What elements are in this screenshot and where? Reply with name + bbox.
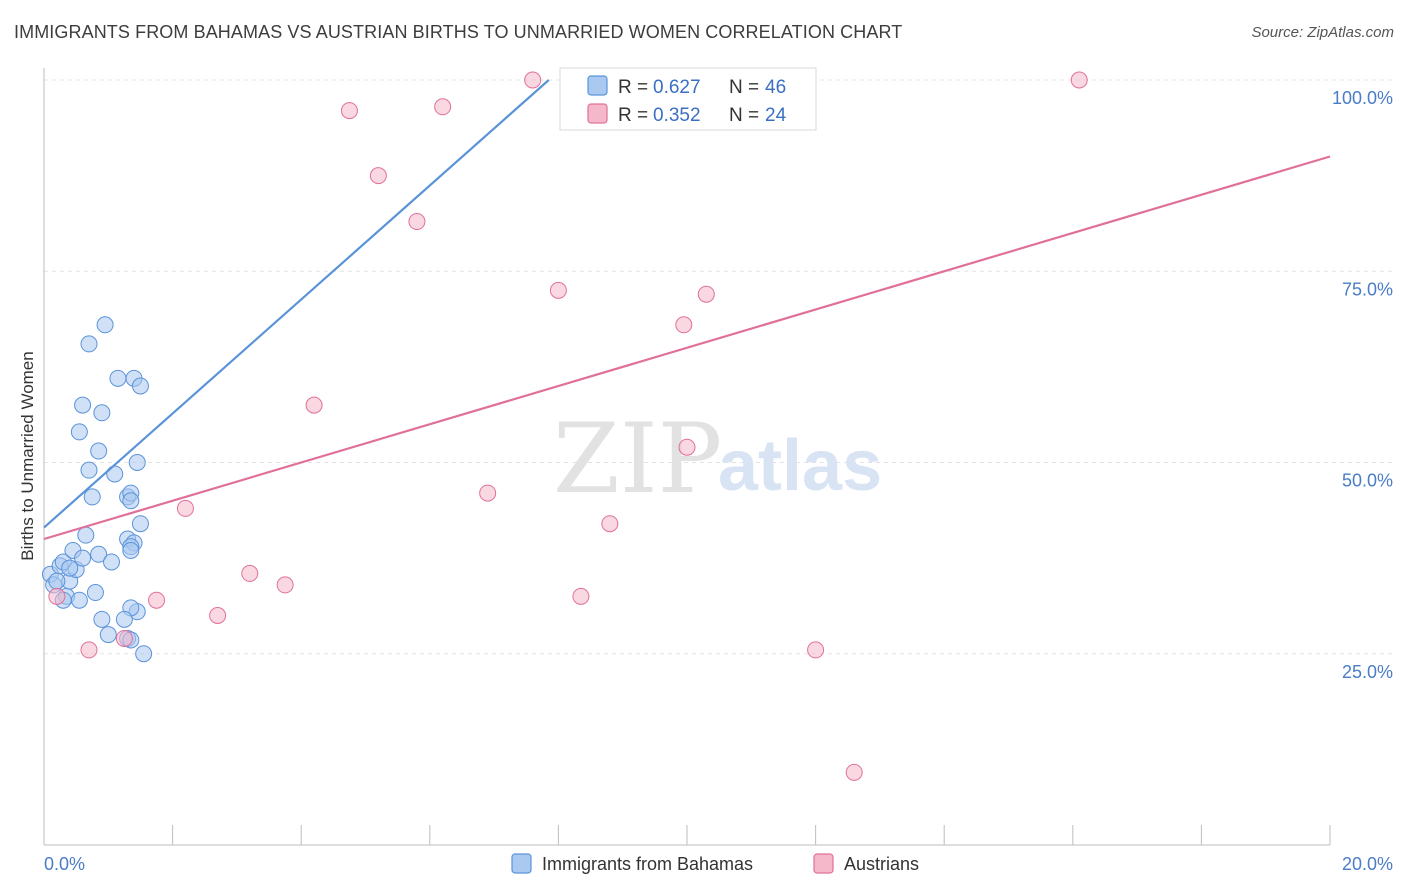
point-austrians-22 (1070, 71, 1088, 89)
point-bahamas-29 (131, 377, 149, 395)
watermark-atlas: atlas (718, 426, 882, 506)
point-bahamas-34 (131, 515, 149, 533)
source-label: Source: ZipAtlas.com (1251, 24, 1394, 41)
point-bahamas-41 (86, 584, 104, 602)
y-axis-label: Births to Unmarried Women (18, 351, 37, 560)
x-tick-label-1: 20.0% (1342, 854, 1393, 874)
watermark: ZIP atlas (553, 403, 882, 515)
legend-r-value-1: 0.627 (653, 77, 701, 98)
trend-lines (43, 79, 1331, 541)
bottom-legend-swatch-austrians (813, 853, 834, 874)
point-bahamas-38 (115, 610, 133, 628)
point-austrians-18 (675, 316, 693, 334)
bottom-legend-label-bahamas: Immigrants from Bahamas (542, 854, 753, 874)
point-bahamas-15 (93, 404, 111, 422)
point-bahamas-12 (80, 335, 98, 353)
point-bahamas-10 (74, 396, 92, 414)
chart-title: IMMIGRANTS FROM BAHAMAS VS AUSTRIAN BIRT… (14, 22, 903, 42)
point-austrians-7 (276, 576, 294, 594)
point-austrians-21 (845, 763, 863, 781)
point-bahamas-19 (83, 488, 101, 506)
x-axis-ticks (172, 825, 1331, 845)
point-austrians-23 (678, 438, 696, 456)
point-austrians-13 (479, 484, 497, 502)
point-bahamas-24 (103, 553, 121, 571)
y-tick-label-2: 75.0% (1342, 279, 1393, 299)
bottom-legend-swatch-bahamas (511, 853, 532, 874)
point-bahamas-28 (128, 454, 146, 471)
bottom-legend-label-austrians: Austrians (844, 854, 919, 874)
point-bahamas-43 (48, 572, 66, 590)
point-bahamas-8 (61, 559, 79, 577)
point-austrians-2 (115, 629, 133, 647)
point-austrians-12 (434, 98, 452, 116)
legend-r-label-2: R = (618, 105, 648, 126)
legend-r-value-2: 0.352 (653, 105, 701, 126)
point-bahamas-42 (70, 591, 88, 609)
y-tick-label-1: 50.0% (1342, 471, 1393, 491)
point-austrians-15 (549, 281, 567, 299)
point-bahamas-18 (80, 461, 98, 479)
y-tick-label-3: 100.0% (1332, 88, 1393, 108)
point-bahamas-9 (70, 423, 88, 441)
point-austrians-5 (209, 607, 227, 624)
point-bahamas-45 (135, 645, 153, 663)
trend-line-bahamas (43, 79, 550, 529)
point-bahamas-11 (77, 526, 95, 544)
legend-n-value-1: 46 (765, 77, 786, 98)
point-bahamas-21 (99, 626, 117, 644)
legend-swatch-austrians (587, 103, 608, 124)
point-austrians-10 (369, 167, 387, 185)
point-austrians-4 (176, 499, 194, 517)
legend-n-value-2: 24 (765, 105, 787, 126)
point-austrians-17 (601, 515, 619, 533)
point-austrians-14 (524, 71, 542, 89)
point-bahamas-13 (74, 549, 92, 567)
trend-line-austrians (43, 155, 1331, 541)
legend-top: R = 0.627 N = 46 R = 0.352 N = 24 (559, 67, 817, 131)
legend-bottom: Immigrants from Bahamas Austrians (511, 853, 919, 874)
point-bahamas-23 (109, 369, 127, 387)
watermark-zip: ZIP (553, 403, 722, 515)
point-bahamas-32 (122, 492, 140, 510)
point-bahamas-14 (90, 545, 108, 563)
point-austrians-6 (241, 564, 259, 582)
point-austrians-20 (807, 641, 825, 659)
point-austrians-8 (305, 396, 323, 414)
point-austrians-0 (48, 587, 66, 605)
point-bahamas-16 (90, 442, 108, 460)
point-austrians-19 (697, 285, 715, 303)
legend-n-label-2: N = (729, 105, 759, 126)
legend-r-label-1: R = (618, 77, 648, 98)
legend-swatch-bahamas (587, 75, 608, 96)
point-austrians-1 (80, 641, 98, 659)
point-austrians-3 (148, 591, 166, 609)
point-austrians-11 (408, 213, 426, 231)
legend-n-label-1: N = (729, 77, 759, 98)
point-bahamas-20 (93, 610, 111, 628)
y-tick-label-0: 25.0% (1342, 662, 1393, 682)
point-bahamas-17 (96, 316, 114, 334)
data-points (41, 71, 1088, 781)
tick-labels: 25.0% 50.0% 75.0% 100.0% 0.0% 20.0% (44, 88, 1393, 874)
point-austrians-16 (572, 587, 590, 605)
point-bahamas-35 (122, 541, 140, 559)
x-tick-label-0: 0.0% (44, 854, 85, 874)
point-austrians-9 (340, 102, 358, 120)
